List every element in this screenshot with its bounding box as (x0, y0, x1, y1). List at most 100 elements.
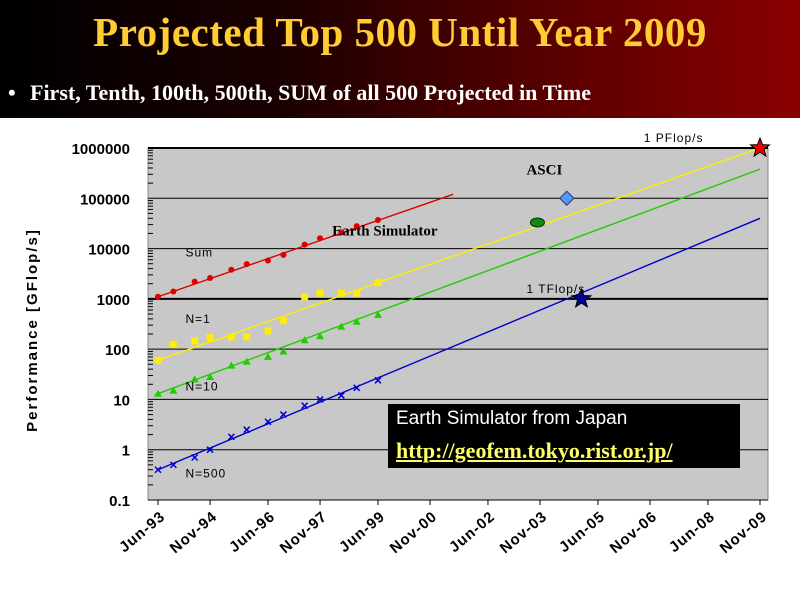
x-tick-label: Nov-09 (717, 508, 771, 557)
data-point (243, 426, 251, 434)
data-point (337, 322, 346, 330)
data-point (169, 461, 177, 469)
data-point (374, 376, 382, 384)
trend-line-3 (157, 217, 761, 471)
series-labels: 1 PFlop/s 1 TFlop/s Sum N=1 N=10 N=500 ASCI Ear… (185, 131, 704, 481)
data-point (337, 289, 345, 297)
data-point (279, 347, 288, 355)
data-point (317, 235, 324, 242)
x-tick-label: Jun-05 (556, 508, 609, 556)
y-tick-label: 1000000 (72, 141, 130, 158)
data-point (206, 446, 214, 454)
data-point (300, 336, 309, 344)
data-point (227, 361, 236, 369)
x-tick-label: Jun-93 (116, 508, 169, 556)
data-point (155, 293, 161, 300)
data-point (264, 327, 272, 335)
data-point (228, 266, 235, 273)
bullet-point: • First, Tenth, 100th, 500th, SUM of all … (8, 80, 591, 106)
y-tick-label: 10 (113, 392, 130, 409)
star-marker (570, 287, 593, 309)
x-tick-label: Nov-06 (607, 508, 661, 557)
data-point (353, 289, 361, 297)
x-tick-label: Jun-96 (226, 508, 279, 556)
asci-marker (559, 190, 575, 206)
data-point (227, 433, 235, 441)
data-point (170, 288, 177, 295)
reference-line-label: 1 TFlop/s (526, 282, 585, 296)
info-link[interactable]: http://geofem.tokyo.rist.or.jp/ (396, 438, 673, 463)
data-point (316, 332, 325, 340)
data-point (279, 317, 287, 325)
y-tick-label: 1 (122, 443, 130, 460)
trend-lines (157, 147, 761, 471)
data-point (338, 229, 345, 236)
data-point (301, 241, 308, 248)
reference-line-label: 1 PFlop/s (644, 131, 704, 145)
bullet-icon: • (8, 80, 16, 105)
x-tick-label: Nov-94 (167, 508, 221, 557)
star-marker (749, 136, 771, 158)
data-point (353, 223, 360, 230)
y-tick-label: 0.1 (109, 493, 130, 510)
data-point (154, 356, 162, 364)
data-point (337, 391, 345, 399)
data-point (169, 386, 178, 394)
info-box: Earth Simulator from Japan http://geofem… (388, 404, 740, 468)
data-points (154, 216, 382, 474)
data-point (280, 251, 287, 258)
data-point (169, 340, 177, 348)
data-point (263, 352, 272, 360)
series-label: N=1 (185, 312, 210, 326)
trend-line-2 (157, 168, 761, 395)
y-tick-label: 100000 (80, 191, 130, 208)
data-point (301, 402, 309, 410)
page-title: Projected Top 500 Until Year 2009 (93, 9, 707, 55)
bullet-text: First, Tenth, 100th, 500th, SUM of all 5… (30, 80, 591, 105)
data-point (279, 411, 287, 419)
data-point (242, 357, 251, 365)
y-tick-label: 100 (105, 342, 130, 359)
x-tick-label: Nov-03 (497, 508, 551, 557)
x-tick-label: Jun-08 (666, 508, 719, 556)
data-point (227, 333, 235, 341)
data-point (352, 317, 361, 325)
data-point (190, 375, 199, 383)
y-tick-label: 10000 (88, 242, 130, 259)
data-point (154, 466, 162, 474)
y-axis-label: Performance [GFlop/s] (24, 228, 41, 432)
data-point (264, 257, 271, 264)
data-point (264, 418, 272, 426)
x-tick-label: Nov-97 (277, 508, 331, 557)
series-label: Sum (185, 245, 213, 259)
annotations (529, 136, 771, 309)
x-tick-label: Jun-02 (446, 508, 499, 556)
data-point (243, 261, 250, 268)
y-axis-ticks: 1000000 100000 10000 1000 100 10 1 0.1 (72, 141, 130, 510)
data-point (316, 289, 324, 297)
data-point (301, 293, 309, 301)
data-point (206, 372, 215, 380)
data-point (353, 384, 361, 392)
annotation-label: Earth Simulator (332, 224, 438, 240)
x-tick-label: Nov-00 (387, 508, 441, 557)
series-label: N=10 (185, 380, 218, 394)
trend-line-1 (157, 147, 761, 361)
header-banner: Projected Top 500 Until Year 2009 • First… (0, 0, 800, 118)
x-tick-label: Jun-99 (336, 508, 389, 556)
reference-lines (148, 147, 768, 300)
data-point (243, 333, 251, 341)
annotation-label: ASCI (526, 162, 562, 178)
data-point (373, 310, 382, 318)
data-point (206, 334, 214, 342)
info-heading: Earth Simulator from Japan (396, 408, 628, 429)
data-point (207, 274, 214, 281)
data-point (154, 389, 162, 397)
data-point (191, 278, 198, 285)
data-point (374, 279, 382, 287)
data-point (191, 337, 199, 345)
data-point (374, 216, 381, 223)
series-label: N=500 (185, 467, 226, 481)
